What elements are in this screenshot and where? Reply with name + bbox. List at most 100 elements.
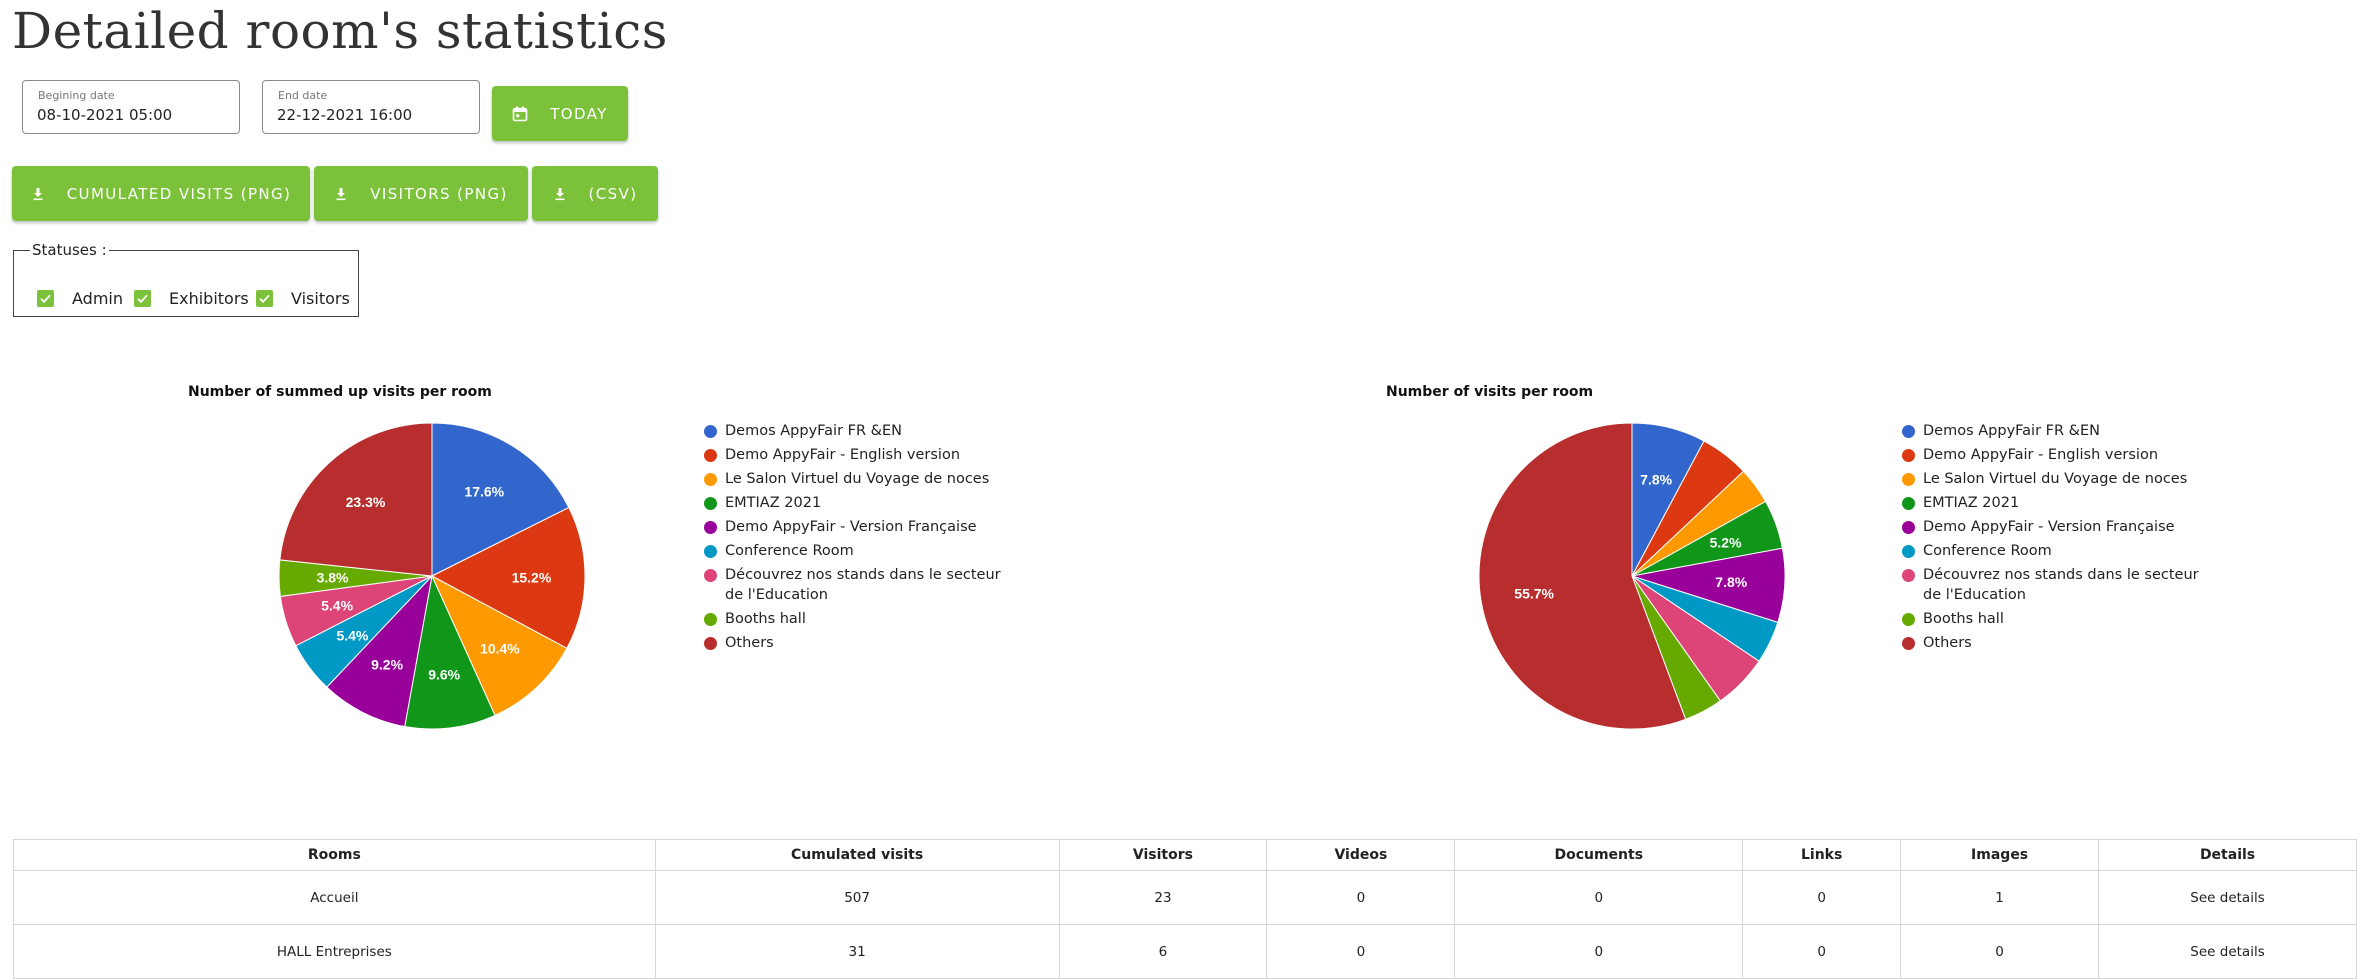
legend-item[interactable]: Le Salon Virtuel du Voyage de noces (1902, 469, 2213, 489)
table-header-row: Rooms Cumulated visits Visitors Videos D… (13, 839, 2357, 871)
cell-links: 0 (1742, 870, 1902, 925)
today-button[interactable]: TODAY (492, 86, 628, 141)
export-cumulated-visits-png-button[interactable]: CUMULATED VISITS (PNG) (12, 166, 310, 221)
pie-slice-label: 55.7% (1514, 586, 1554, 602)
rooms-stats-table: Rooms Cumulated visits Visitors Videos D… (13, 839, 2357, 979)
legend-color-swatch (1902, 637, 1915, 650)
checkbox-checked-icon[interactable] (256, 290, 273, 307)
pie-slice[interactable] (430, 506, 586, 649)
pie-slice[interactable] (430, 574, 568, 717)
legend-label: Others (725, 635, 774, 651)
legend-item[interactable]: Conference Room (704, 541, 1015, 561)
pie-slice[interactable] (404, 574, 496, 730)
legend-item[interactable]: Demo AppyFair - English version (1902, 445, 2213, 465)
legend-item[interactable]: Others (704, 633, 1015, 653)
pie-slice-label: 7.8% (1640, 472, 1672, 488)
pie-slice[interactable] (326, 574, 433, 728)
legend-color-swatch (1902, 449, 1915, 462)
legend-color-swatch (1902, 545, 1915, 558)
legend-color-swatch (1902, 521, 1915, 534)
col-header-details[interactable]: Details (2098, 839, 2357, 871)
legend-item[interactable]: Conference Room (1902, 541, 2213, 561)
col-header-visitors[interactable]: Visitors (1058, 839, 1268, 871)
col-header-rooms[interactable]: Rooms (13, 839, 656, 871)
legend-item[interactable]: Booths hall (704, 609, 1015, 629)
legend-label: Demo AppyFair - English version (1923, 447, 2159, 463)
begin-date-input[interactable] (37, 106, 227, 124)
status-visitors-checkbox[interactable]: Visitors (256, 289, 350, 308)
export-visitors-png-button[interactable]: VISITORS (PNG) (314, 166, 528, 221)
table-row: Accueil 507 23 0 0 0 1 See details (13, 870, 2357, 925)
pie-chart-cumulated-visits: 17.6%15.2%10.4%9.6%9.2%5.4%5.4%3.8%23.3% (278, 422, 586, 730)
begin-date-field[interactable]: Begining date (22, 80, 240, 134)
legend-label: Booths hall (1923, 611, 2004, 627)
cell-visitors: 23 (1058, 870, 1268, 925)
legend-item[interactable]: Le Salon Virtuel du Voyage de noces (704, 469, 1015, 489)
legend-label: EMTIAZ 2021 (1923, 495, 2020, 511)
statuses-legend: Statuses : (32, 241, 107, 259)
begin-date-label: Begining date (38, 89, 115, 102)
legend-label: Conference Room (725, 543, 854, 559)
download-icon (555, 187, 565, 200)
legend-item[interactable]: Others (1902, 633, 2213, 653)
statuses-group: Statuses : Admin Exhibitors Visitors (13, 241, 359, 317)
see-details-link[interactable]: See details (2098, 870, 2357, 925)
legend-color-swatch (1902, 473, 1915, 486)
col-header-links[interactable]: Links (1742, 839, 1902, 871)
legend-color-swatch (1902, 497, 1915, 510)
status-admin-label: Admin (72, 289, 123, 308)
pie-slice-label: 9.2% (371, 657, 403, 673)
download-icon (336, 187, 346, 200)
legend-item[interactable]: EMTIAZ 2021 (1902, 493, 2213, 513)
legend-color-swatch (1902, 569, 1915, 582)
legend-item[interactable]: Découvrez nos stands dans le secteur de … (704, 565, 1015, 605)
col-header-cumulated-visits[interactable]: Cumulated visits (654, 839, 1060, 871)
legend-item[interactable]: Demos AppyFair FR &EN (1902, 421, 2213, 441)
end-date-field[interactable]: End date (262, 80, 480, 134)
today-label: TODAY (550, 104, 608, 123)
legend-item[interactable]: Demo AppyFair - Version Française (1902, 517, 2213, 537)
legend-item[interactable]: Booths hall (1902, 609, 2213, 629)
download-icon (33, 187, 43, 200)
cell-documents: 0 (1454, 870, 1744, 925)
cell-cumulated-visits: 31 (654, 924, 1060, 979)
legend-color-swatch (704, 545, 717, 558)
chart-cumulated-title: Number of summed up visits per room (188, 384, 492, 400)
checkbox-checked-icon[interactable] (37, 290, 54, 307)
legend-color-swatch (704, 569, 717, 582)
legend-item[interactable]: Demo AppyFair - Version Française (704, 517, 1015, 537)
legend-item[interactable]: Demos AppyFair FR &EN (704, 421, 1015, 441)
chart-visits-legend: Demos AppyFair FR &EN Demo AppyFair - Eng… (1902, 421, 2213, 657)
status-exhibitors-label: Exhibitors (169, 289, 249, 308)
legend-label: Conference Room (1923, 543, 2052, 559)
see-details-link[interactable]: See details (2098, 924, 2357, 979)
end-date-input[interactable] (277, 106, 467, 124)
pie-slice[interactable] (431, 422, 570, 577)
table-row: HALL Entreprises 31 6 0 0 0 0 See detail… (13, 924, 2357, 979)
pie-slice[interactable] (279, 422, 433, 577)
page-title: Detailed room's statistics (12, 2, 668, 60)
cell-room: HALL Entreprises (13, 924, 656, 979)
status-exhibitors-checkbox[interactable]: Exhibitors (134, 289, 249, 308)
col-header-images[interactable]: Images (1900, 839, 2100, 871)
col-header-documents[interactable]: Documents (1454, 839, 1744, 871)
export-cumulated-visits-label: CUMULATED VISITS (PNG) (66, 184, 292, 203)
cell-cumulated-visits: 507 (654, 870, 1060, 925)
legend-item[interactable]: Demo AppyFair - English version (704, 445, 1015, 465)
status-admin-checkbox[interactable]: Admin (37, 289, 123, 308)
legend-color-swatch (1902, 425, 1915, 438)
pie-slice-label: 3.8% (317, 569, 349, 585)
legend-item[interactable]: EMTIAZ 2021 (704, 493, 1015, 513)
legend-label: Demo AppyFair - Version Française (1923, 519, 2175, 535)
cell-videos: 0 (1266, 870, 1456, 925)
legend-label: Le Salon Virtuel du Voyage de noces (1923, 471, 2188, 487)
col-header-videos[interactable]: Videos (1266, 839, 1456, 871)
pie-slice[interactable] (1478, 422, 1687, 730)
legend-item[interactable]: Découvrez nos stands dans le secteur de … (1902, 565, 2213, 605)
legend-color-swatch (704, 613, 717, 626)
pie-slice-label: 5.4% (336, 628, 368, 644)
pie-slice-label: 9.6% (428, 667, 460, 683)
export-csv-button[interactable]: (CSV) (532, 166, 658, 221)
pie-slice-label: 17.6% (464, 483, 504, 499)
checkbox-checked-icon[interactable] (134, 290, 151, 307)
